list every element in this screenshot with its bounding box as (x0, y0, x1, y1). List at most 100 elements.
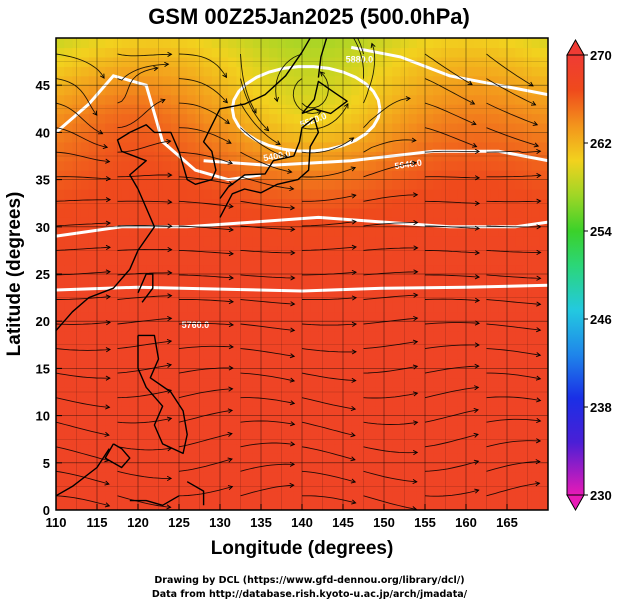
heatmap-cell (457, 189, 467, 200)
streamline (486, 482, 540, 497)
streamline (486, 396, 541, 402)
heatmap-cell (490, 255, 500, 266)
heatmap-cell (466, 245, 475, 256)
heatmap-cell (343, 255, 352, 266)
heatmap-cell (384, 349, 393, 360)
heatmap-cell (195, 358, 205, 369)
heatmap-cell (220, 160, 229, 171)
heatmap-cell (170, 472, 180, 483)
heatmap-cell (261, 198, 270, 209)
heatmap-cell (252, 349, 262, 360)
heatmap-cell (220, 66, 229, 77)
heatmap-cell (187, 311, 196, 322)
heatmap-cell (302, 94, 311, 105)
streamline (178, 78, 228, 104)
streamline-arrowhead (319, 71, 325, 77)
heatmap-cell (97, 226, 106, 237)
heatmap-cell (162, 462, 172, 473)
heatmap-cell (113, 472, 123, 483)
heatmap-cell (351, 274, 360, 285)
heatmap-cell (277, 377, 287, 388)
heatmap-cell (326, 217, 336, 228)
heatmap-cell (490, 453, 500, 464)
heatmap-cell (302, 462, 311, 473)
heatmap-cell (228, 170, 237, 181)
heatmap-cell (72, 340, 82, 351)
heatmap-cell (359, 406, 369, 417)
heatmap-cell (97, 491, 106, 502)
heatmap-cell (105, 38, 114, 49)
heatmap-cell (474, 132, 483, 143)
heatmap-cell (326, 425, 336, 436)
heatmap-cell (220, 38, 229, 49)
heatmap-cell (474, 160, 483, 171)
streamline-arrowhead (290, 226, 296, 232)
heatmap-cell (490, 75, 500, 86)
heatmap-cell (236, 141, 246, 152)
heatmap-cell (425, 38, 434, 49)
heatmap-cell (400, 443, 410, 454)
heatmap-cell (515, 349, 524, 360)
heatmap-cell (425, 189, 434, 200)
heatmap-cell (187, 141, 196, 152)
heatmap-cell (416, 38, 426, 49)
heatmap-cell (146, 396, 155, 407)
heatmap-cell (375, 358, 385, 369)
heatmap-cell (154, 443, 164, 454)
heatmap-cell (449, 198, 459, 209)
heatmap-cell (490, 349, 500, 360)
heatmap-cell (244, 472, 254, 483)
streamline-arrowhead (413, 420, 419, 426)
heatmap-cell (375, 500, 385, 510)
heatmap-cell (343, 66, 352, 77)
heatmap-cell (293, 226, 303, 237)
heatmap-cell (154, 406, 164, 417)
heatmap-cell (138, 56, 147, 67)
heatmap-cell (359, 292, 369, 303)
heatmap-cell (310, 377, 319, 388)
heatmap-cell (441, 415, 451, 426)
heatmap-cell (261, 264, 270, 275)
heatmap-cell (236, 170, 246, 181)
heatmap-cell (261, 292, 270, 303)
heatmap-cell (482, 358, 492, 369)
heatmap-cell (211, 189, 221, 200)
heatmap-cell (121, 481, 131, 492)
heatmap-cell (466, 189, 475, 200)
heatmap-cell (113, 113, 123, 124)
heatmap-cell (211, 47, 221, 58)
heatmap-cell (359, 236, 369, 247)
heatmap-cell (211, 236, 221, 247)
heatmap-cell (64, 358, 73, 369)
streamline-arrowhead (474, 385, 480, 391)
heatmap-cell (162, 66, 172, 77)
heatmap-cell (293, 104, 303, 115)
heatmap-cell (375, 368, 385, 379)
heatmap-cell (138, 66, 147, 77)
heatmap-cell (285, 56, 295, 67)
heatmap-cell (498, 396, 508, 407)
heatmap-cell (539, 85, 548, 96)
heatmap-cell (236, 425, 246, 436)
heatmap-cell (498, 207, 508, 218)
heatmap-cell (490, 38, 500, 49)
streamline (56, 421, 109, 436)
heatmap-cell (441, 179, 451, 190)
heatmap-cell (187, 462, 196, 473)
heatmap-cell (146, 321, 155, 332)
heatmap-cell (252, 151, 262, 162)
heatmap-cell (326, 47, 336, 58)
heatmap-cell (302, 179, 311, 190)
heatmap-cell (482, 292, 492, 303)
heatmap-cell (367, 481, 377, 492)
heatmap-cell (539, 311, 548, 322)
heatmap-cell (195, 132, 205, 143)
heatmap-cell (531, 179, 541, 190)
streamline-arrowhead (167, 446, 173, 452)
heatmap-cell (56, 94, 65, 105)
heatmap-cell (523, 189, 533, 200)
heatmap-cell (261, 349, 270, 360)
streamline (56, 348, 111, 351)
heatmap-cell (220, 481, 229, 492)
heatmap-cell (129, 179, 139, 190)
